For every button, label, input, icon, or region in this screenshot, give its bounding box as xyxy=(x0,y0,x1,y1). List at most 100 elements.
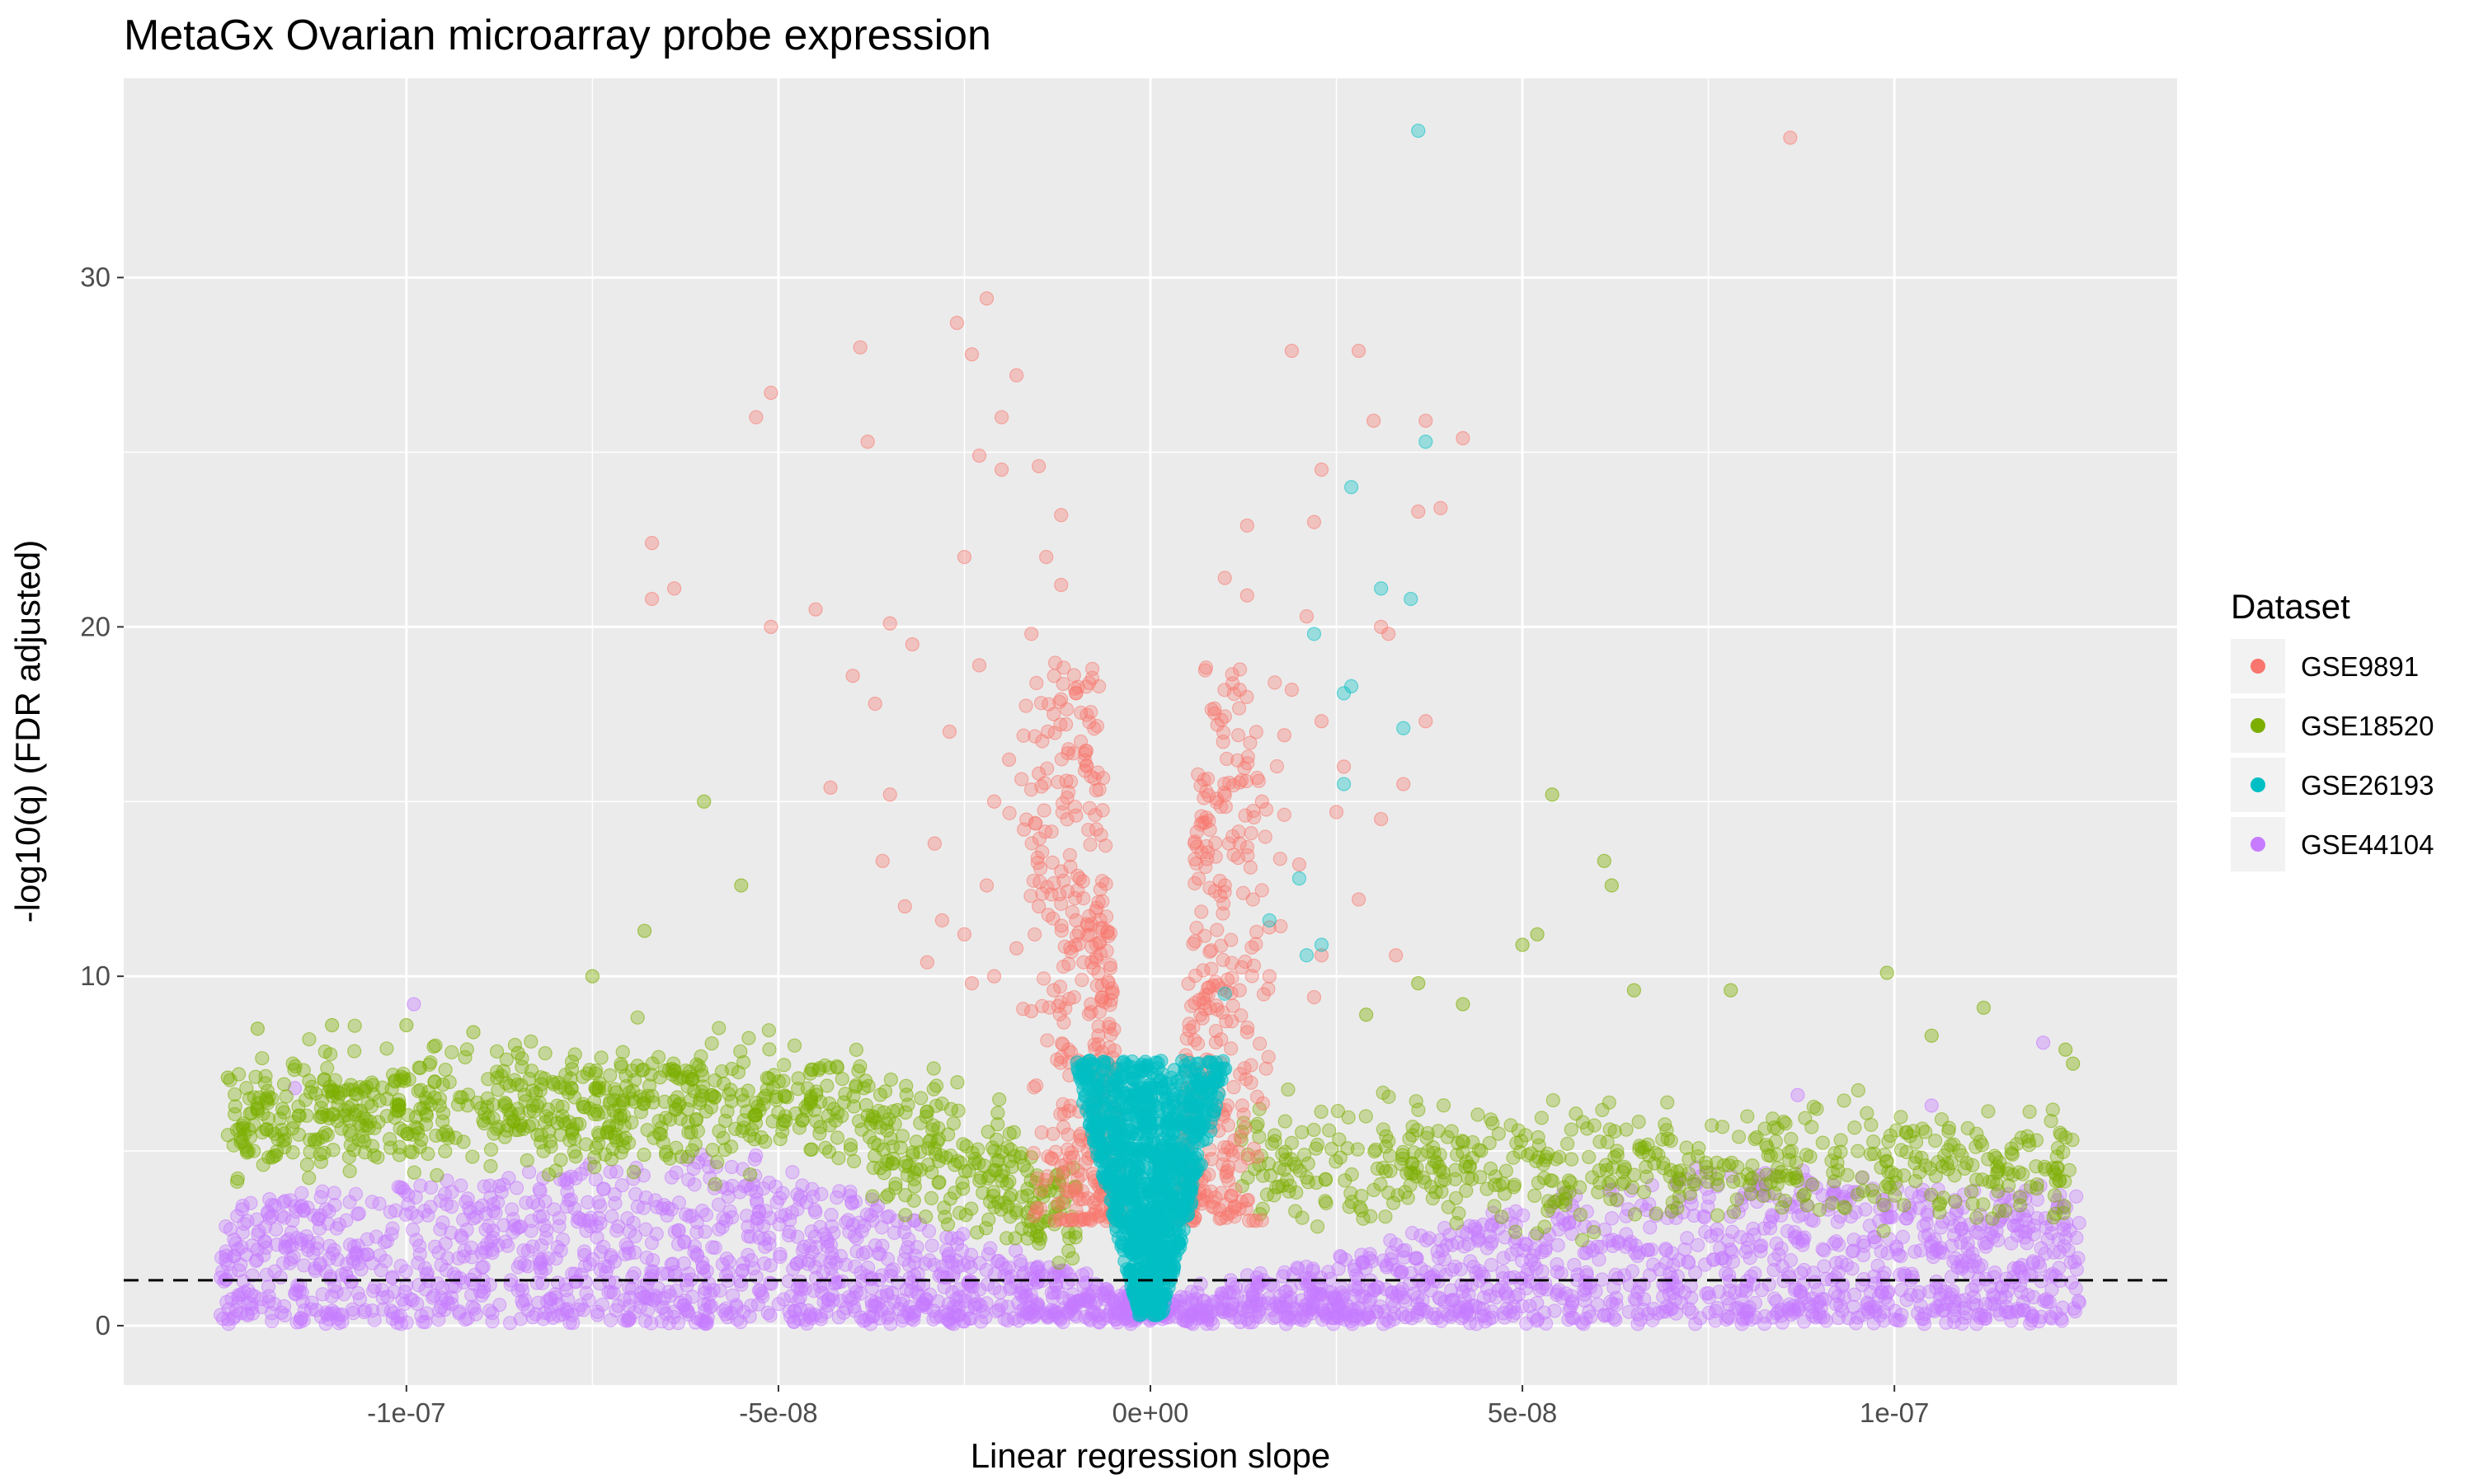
point-gse9891 xyxy=(1061,742,1076,757)
point-gse44104 xyxy=(1708,1313,1723,1328)
point-gse18520 xyxy=(1592,1176,1607,1190)
point-gse18520 xyxy=(885,1139,901,1154)
point-gse44104 xyxy=(1096,1312,1111,1327)
point-gse9891 xyxy=(1079,758,1094,773)
point-gse9891 xyxy=(1226,1080,1241,1095)
point-gse18520 xyxy=(1941,1120,1957,1135)
point-gse18520 xyxy=(1656,1156,1671,1171)
point-gse18520 xyxy=(341,1149,356,1165)
point-gse9891 xyxy=(1029,675,1044,691)
point-gse44104 xyxy=(538,1194,553,1209)
point-gse9891 xyxy=(1047,707,1061,721)
point-gse44104 xyxy=(538,1261,553,1276)
point-gse44104 xyxy=(626,1215,641,1230)
point-gse9891 xyxy=(1183,998,1199,1013)
point-gse18520 xyxy=(999,1176,1014,1191)
point-gse44104 xyxy=(427,1239,443,1254)
point-gse18520 xyxy=(442,1074,457,1090)
point-gse18520 xyxy=(423,1097,439,1112)
point-gse18520 xyxy=(1552,1149,1567,1164)
point-gse44104 xyxy=(284,1225,299,1240)
point-gse9891 xyxy=(1269,758,1284,774)
point-gse44104 xyxy=(1484,1234,1499,1249)
point-gse44104 xyxy=(1653,1262,1667,1277)
point-gse9891 xyxy=(1040,1033,1055,1048)
point-gse18520 xyxy=(1527,1188,1542,1203)
point-gse44104 xyxy=(2025,1313,2039,1328)
point-gse18520 xyxy=(1658,1117,1672,1132)
point-gse18520 xyxy=(1441,1200,1456,1214)
point-gse18520 xyxy=(898,1105,913,1120)
point-gse44104 xyxy=(1753,1243,1768,1259)
point-gse44104 xyxy=(505,1202,520,1217)
point-gse18520 xyxy=(682,1064,697,1079)
point-gse44104 xyxy=(1688,1266,1703,1280)
point-gse9891 xyxy=(1217,571,1232,585)
point-gse44104 xyxy=(1787,1282,1802,1298)
point-gse44104 xyxy=(1827,1285,1842,1300)
point-gse9891 xyxy=(1024,1003,1039,1019)
point-gse18520 xyxy=(708,1073,722,1088)
point-gse18520 xyxy=(536,1144,551,1158)
point-gse44104 xyxy=(393,1258,408,1274)
point-gse18520 xyxy=(1402,1131,1417,1146)
point-gse18520 xyxy=(1893,1110,1908,1125)
point-gse44104 xyxy=(705,1240,720,1255)
point-gse9891 xyxy=(1045,1152,1060,1167)
point-gse9891 xyxy=(1194,904,1209,919)
point-gse9891 xyxy=(1232,662,1248,677)
point-gse9891 xyxy=(1054,577,1069,593)
point-gse44104 xyxy=(591,1195,606,1209)
point-gse44104 xyxy=(464,1250,479,1265)
point-gse18520 xyxy=(2004,1141,2019,1156)
point-gse9891 xyxy=(1027,1209,1042,1223)
point-gse9891 xyxy=(1053,995,1068,1010)
point-gse18520 xyxy=(233,1134,248,1149)
point-gse44104 xyxy=(667,1224,682,1239)
point-gse18520 xyxy=(299,1158,315,1172)
point-gse18520 xyxy=(365,1078,380,1092)
point-gse18520 xyxy=(276,1077,292,1092)
point-gse44104 xyxy=(496,1218,511,1233)
point-gse18520 xyxy=(624,1115,639,1130)
point-gse9891 xyxy=(1197,663,1212,678)
point-gse44104 xyxy=(1306,1297,1321,1313)
point-gse18520 xyxy=(950,1075,965,1090)
point-gse44104 xyxy=(831,1310,846,1325)
point-gse44104 xyxy=(1937,1303,1952,1317)
point-gse44104 xyxy=(832,1184,847,1199)
point-gse18520 xyxy=(1602,1095,1616,1110)
point-gse18520 xyxy=(710,1154,725,1170)
point-gse18520 xyxy=(1626,983,1642,998)
point-gse44104 xyxy=(373,1248,388,1263)
point-gse9891 xyxy=(1230,850,1245,866)
point-gse44104 xyxy=(698,1285,713,1300)
point-gse44104 xyxy=(999,1261,1014,1276)
point-gse9891 xyxy=(986,969,1002,984)
point-gse18520 xyxy=(1395,1148,1410,1162)
point-gse44104 xyxy=(1808,1310,1823,1325)
point-gse44104 xyxy=(1475,1266,1489,1281)
point-gse44104 xyxy=(1683,1279,1698,1294)
point-gse44104 xyxy=(412,1247,427,1261)
point-gse18520 xyxy=(568,1149,583,1164)
point-gse9891 xyxy=(1034,1182,1049,1198)
point-gse18520 xyxy=(1627,1207,1643,1222)
point-gse44104 xyxy=(513,1312,528,1327)
point-gse18520 xyxy=(1981,1104,1996,1119)
point-gse18520 xyxy=(1531,1129,1545,1145)
point-gse44104 xyxy=(418,1315,433,1330)
point-gse18520 xyxy=(981,1125,995,1139)
point-gse44104 xyxy=(1650,1306,1665,1321)
point-gse18520 xyxy=(1833,1144,1848,1159)
point-gse18520 xyxy=(418,1117,434,1132)
point-gse9891 xyxy=(1268,675,1282,690)
point-gse44104 xyxy=(725,1288,741,1303)
point-gse44104 xyxy=(430,1276,445,1291)
point-gse9891 xyxy=(1056,1120,1071,1134)
point-gse18520 xyxy=(1837,1200,1851,1214)
point-gse18520 xyxy=(603,1068,618,1082)
point-gse18520 xyxy=(1619,1122,1634,1137)
point-gse44104 xyxy=(1858,1202,1873,1217)
point-gse44104 xyxy=(687,1245,702,1260)
